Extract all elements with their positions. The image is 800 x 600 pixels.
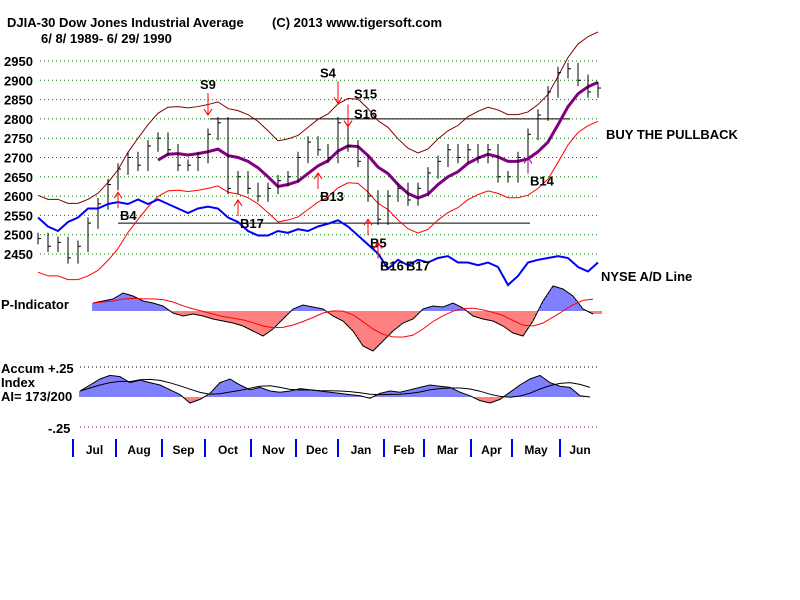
y-tick-label: 2800 xyxy=(4,112,33,127)
upper-band xyxy=(37,31,599,204)
signal-label: B17 xyxy=(240,216,264,231)
month-label: Aug xyxy=(127,443,150,457)
accum-label: Accum xyxy=(1,361,45,376)
y-tick-label: 2850 xyxy=(4,93,33,108)
buy-arrowhead xyxy=(113,191,123,199)
annotation-buy-pullback: BUY THE PULLBACK xyxy=(606,127,738,142)
date-range: 6/ 8/ 1989- 6/ 29/ 1990 xyxy=(41,31,172,46)
copyright: (C) 2013 www.tigersoft.com xyxy=(272,15,442,30)
sell-arrowhead xyxy=(343,120,353,128)
accum-ma xyxy=(79,378,591,398)
signal-label: B17 xyxy=(406,258,430,273)
y-tick-label: 2900 xyxy=(4,73,33,88)
y-tick-label: 2500 xyxy=(4,228,33,243)
month-label: Mar xyxy=(437,443,459,457)
ad-line-label: NYSE A/D Line xyxy=(601,269,693,284)
moving-average xyxy=(157,80,599,200)
signal-label: B14 xyxy=(530,174,555,189)
buy-arrowhead xyxy=(233,199,243,207)
month-label: Jan xyxy=(351,443,372,457)
y-tick-label: 2550 xyxy=(4,208,33,223)
month-label: Nov xyxy=(262,443,285,457)
month-label: Sep xyxy=(172,443,194,457)
signal-label: S9 xyxy=(200,77,216,92)
lower-band xyxy=(37,120,599,281)
sell-arrowhead xyxy=(333,97,343,105)
month-label: Oct xyxy=(218,443,238,457)
month-label: Jun xyxy=(569,443,590,457)
month-label: Jul xyxy=(86,443,103,457)
buy-arrowhead xyxy=(363,218,373,226)
buy-arrowhead xyxy=(523,156,533,164)
signal-label: B13 xyxy=(320,189,344,204)
y-tick-label: 2650 xyxy=(4,170,33,185)
accum-line xyxy=(79,374,591,404)
signal-label: S15 xyxy=(354,87,377,102)
month-label: Feb xyxy=(393,443,414,457)
y-tick-label: 2450 xyxy=(4,247,33,262)
signal-label: S16 xyxy=(354,107,377,122)
ai-label: AI= 173/200 xyxy=(1,389,73,404)
y-tick-label: 2750 xyxy=(4,131,33,146)
y-tick-label: 2700 xyxy=(4,151,33,166)
p-indicator-line xyxy=(92,285,594,352)
buy-arrowhead xyxy=(373,241,383,249)
signal-label: S4 xyxy=(320,65,337,80)
accum-ybottom: -.25 xyxy=(48,421,71,436)
accum-ytop: +.25 xyxy=(48,361,74,376)
month-label: Dec xyxy=(306,443,328,457)
month-label: May xyxy=(524,443,548,457)
month-label: Apr xyxy=(481,443,502,457)
y-tick-label: 2600 xyxy=(4,189,33,204)
p-indicator-ma xyxy=(92,297,594,338)
chart-title: DJIA-30 Dow Jones Industrial Average xyxy=(7,15,244,30)
index-label: Index xyxy=(1,375,35,390)
y-tick-label: 2950 xyxy=(4,54,33,69)
signal-label: B16 xyxy=(380,258,404,273)
buy-arrowhead xyxy=(313,172,323,180)
p-indicator-label: P-Indicator xyxy=(1,297,69,312)
signal-label: B4 xyxy=(120,208,137,223)
ad-line xyxy=(37,198,599,287)
sell-arrowhead xyxy=(203,108,213,116)
